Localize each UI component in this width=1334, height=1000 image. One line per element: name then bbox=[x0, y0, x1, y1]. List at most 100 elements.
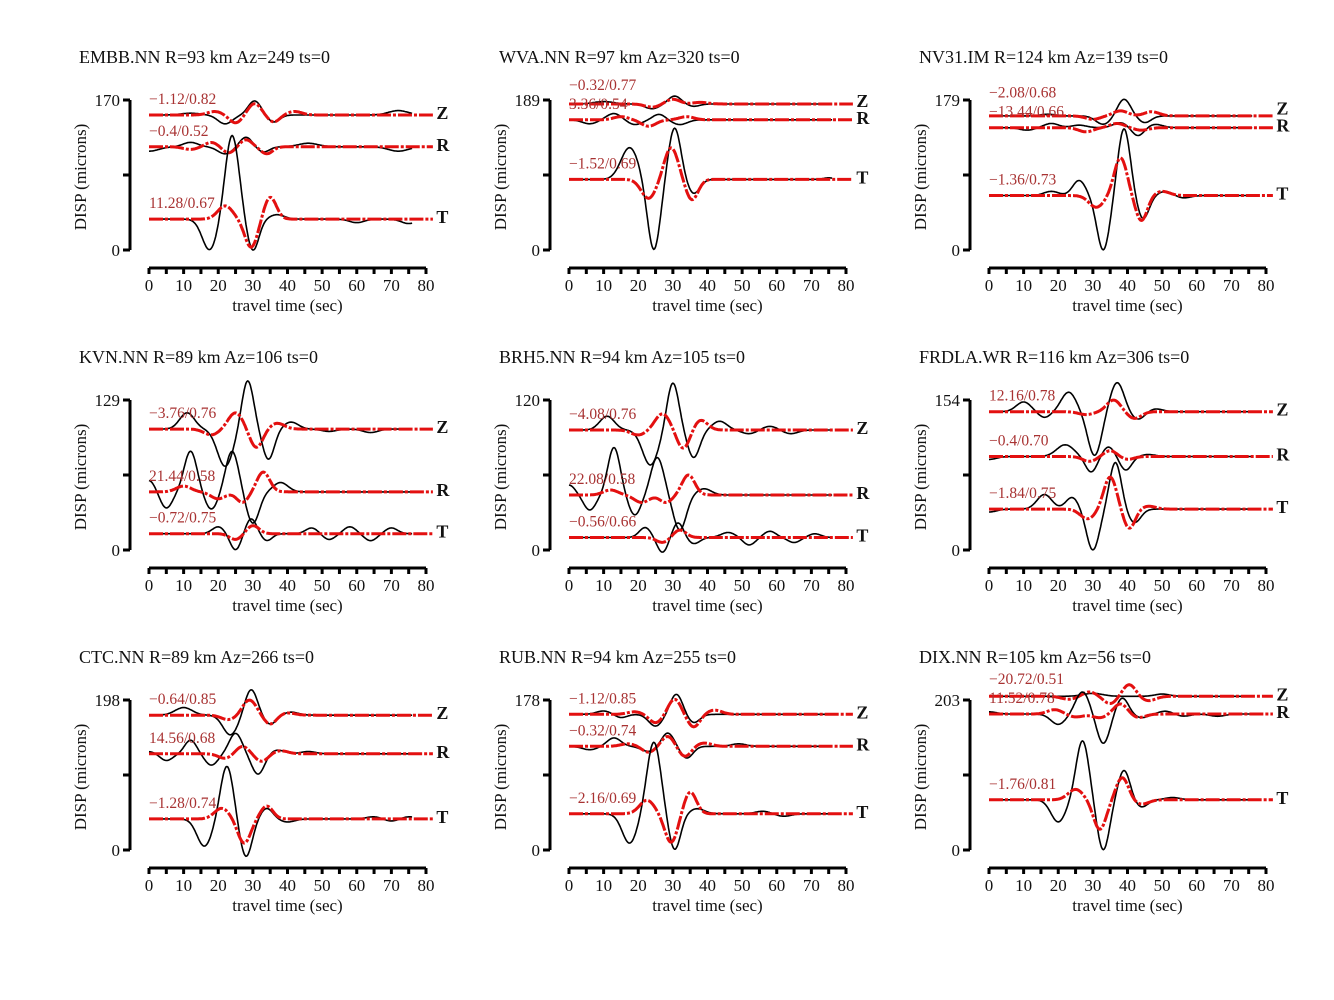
panel-wva-nn: 189 0 DISP (microns) 0 10 20 30 40 50 60 70 80 trave… bbox=[491, 47, 870, 315]
observed-trace-z bbox=[149, 379, 413, 468]
component-label-r: R bbox=[856, 734, 870, 754]
x-tick-label: 80 bbox=[418, 276, 435, 295]
x-tick-label: 20 bbox=[630, 876, 647, 895]
component-label-z: Z bbox=[436, 417, 448, 437]
component-label-t: T bbox=[856, 167, 868, 187]
x-axis-label: travel time (sec) bbox=[232, 296, 342, 315]
panel-title: CTC.NN R=89 km Az=266 ts=0 bbox=[79, 647, 314, 667]
synthetic-trace-r bbox=[989, 449, 1273, 463]
x-tick-label: 40 bbox=[1119, 276, 1136, 295]
y-tick-label-zero: 0 bbox=[112, 541, 121, 560]
fit-label-z: −3.76/0.76 bbox=[149, 405, 217, 422]
observed-trace-t bbox=[149, 134, 413, 251]
y-tick-label-max: 170 bbox=[95, 91, 121, 110]
x-tick-label: 70 bbox=[803, 576, 820, 595]
x-tick-label: 40 bbox=[279, 276, 296, 295]
x-tick-label: 40 bbox=[1119, 576, 1136, 595]
fit-label-z: −20.72/0.51 bbox=[989, 671, 1064, 688]
fit-label-r: 3.36/0.54 bbox=[569, 96, 628, 113]
x-tick-label: 10 bbox=[595, 276, 612, 295]
fit-label-t: −1.36/0.73 bbox=[989, 172, 1057, 189]
x-tick-label: 50 bbox=[1154, 576, 1171, 595]
x-axis-label: travel time (sec) bbox=[232, 896, 342, 915]
x-tick-label: 20 bbox=[630, 276, 647, 295]
x-tick-label: 0 bbox=[985, 876, 994, 895]
y-tick-label-zero: 0 bbox=[532, 841, 541, 860]
x-tick-label: 70 bbox=[803, 276, 820, 295]
synthetic-trace-z bbox=[989, 398, 1273, 420]
x-tick-label: 60 bbox=[1188, 276, 1205, 295]
synthetic-trace-r bbox=[989, 122, 1273, 134]
component-label-t: T bbox=[1276, 788, 1288, 808]
panel-rub-nn: 178 0 DISP (microns) 0 10 20 30 40 50 60 70 80 trave… bbox=[491, 647, 870, 915]
x-tick-label: 40 bbox=[699, 576, 716, 595]
observed-trace-t bbox=[149, 765, 413, 858]
x-tick-label: 70 bbox=[383, 876, 400, 895]
synthetic-trace-z bbox=[569, 97, 853, 109]
x-tick-label: 10 bbox=[1015, 876, 1032, 895]
y-tick-label-zero: 0 bbox=[952, 241, 961, 260]
panel-title: BRH5.NN R=94 km Az=105 ts=0 bbox=[499, 347, 745, 367]
y-tick-label-max: 154 bbox=[935, 391, 961, 410]
x-tick-label: 70 bbox=[1223, 876, 1240, 895]
component-label-r: R bbox=[856, 483, 870, 503]
fit-label-r: 22.08/0.58 bbox=[569, 471, 636, 488]
y-tick-label-zero: 0 bbox=[952, 541, 961, 560]
x-axis-label: travel time (sec) bbox=[1072, 296, 1182, 315]
x-tick-label: 0 bbox=[145, 576, 154, 595]
x-axis-label: travel time (sec) bbox=[1072, 596, 1182, 615]
panel-embb-nn: 170 0 DISP (microns) 0 10 20 30 40 50 60 70 80 trave… bbox=[71, 47, 450, 315]
synthetic-trace-r bbox=[569, 734, 853, 758]
x-tick-label: 60 bbox=[1188, 576, 1205, 595]
component-label-r: R bbox=[436, 742, 450, 762]
x-tick-label: 70 bbox=[383, 576, 400, 595]
x-axis-label: travel time (sec) bbox=[652, 596, 762, 615]
component-label-z: Z bbox=[436, 703, 448, 723]
component-label-t: T bbox=[1276, 497, 1288, 517]
y-tick-label-max: 179 bbox=[935, 91, 961, 110]
y-tick-label-max: 198 bbox=[95, 691, 121, 710]
x-tick-label: 30 bbox=[1084, 876, 1101, 895]
y-tick-label-max: 120 bbox=[515, 391, 541, 410]
x-tick-label: 80 bbox=[1258, 876, 1275, 895]
x-tick-label: 10 bbox=[175, 576, 192, 595]
x-tick-label: 30 bbox=[1084, 576, 1101, 595]
fit-label-z: −1.12/0.82 bbox=[149, 91, 216, 108]
component-label-t: T bbox=[436, 207, 448, 227]
y-tick-label-max: 203 bbox=[935, 691, 961, 710]
panel-title: NV31.IM R=124 km Az=139 ts=0 bbox=[919, 47, 1168, 67]
x-tick-label: 10 bbox=[1015, 576, 1032, 595]
x-axis-label: travel time (sec) bbox=[652, 896, 762, 915]
y-tick-label-max: 178 bbox=[515, 691, 541, 710]
y-axis-label: DISP (microns) bbox=[911, 424, 930, 531]
synthetic-trace-r bbox=[149, 470, 433, 504]
x-tick-label: 40 bbox=[699, 876, 716, 895]
x-tick-label: 0 bbox=[565, 876, 574, 895]
panel-title: FRDLA.WR R=116 km Az=306 ts=0 bbox=[919, 347, 1189, 367]
component-label-r: R bbox=[1276, 444, 1290, 464]
x-tick-label: 60 bbox=[768, 876, 785, 895]
x-tick-label: 50 bbox=[734, 576, 751, 595]
x-tick-label: 70 bbox=[803, 876, 820, 895]
x-tick-label: 70 bbox=[383, 276, 400, 295]
synthetic-trace-r bbox=[569, 115, 853, 128]
fit-label-t: −1.84/0.75 bbox=[989, 485, 1057, 502]
x-tick-label: 50 bbox=[734, 876, 751, 895]
component-label-z: Z bbox=[436, 103, 448, 123]
panel-nv31-im: 179 0 DISP (microns) 0 10 20 30 40 50 60 70 80 trave… bbox=[911, 47, 1290, 315]
x-tick-label: 80 bbox=[838, 876, 855, 895]
synthetic-trace-z bbox=[569, 697, 853, 729]
synthetic-trace-t bbox=[569, 790, 853, 844]
fit-label-z: 12.16/0.78 bbox=[989, 388, 1056, 405]
observed-trace-t bbox=[989, 739, 1253, 851]
x-tick-label: 60 bbox=[348, 876, 365, 895]
x-tick-label: 30 bbox=[244, 276, 261, 295]
component-label-z: Z bbox=[1276, 684, 1288, 704]
x-tick-label: 0 bbox=[145, 876, 154, 895]
synthetic-trace-r bbox=[989, 702, 1273, 720]
x-axis-label: travel time (sec) bbox=[232, 596, 342, 615]
x-tick-label: 80 bbox=[838, 276, 855, 295]
synthetic-trace-z bbox=[149, 698, 433, 726]
y-tick-label-zero: 0 bbox=[112, 241, 121, 260]
